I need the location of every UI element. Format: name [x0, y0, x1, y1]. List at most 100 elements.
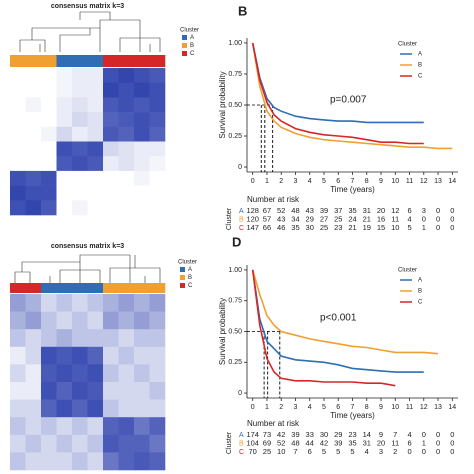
- risk-count: 0: [422, 214, 426, 223]
- legend-label: B: [418, 289, 422, 295]
- heatmap-cell: [25, 452, 42, 471]
- risk-count: 0: [450, 223, 454, 232]
- heatmap-cell: [25, 170, 42, 186]
- heatmap-cell: [25, 156, 42, 172]
- heatmap-cell: [56, 112, 73, 128]
- heatmap-cell: [103, 185, 119, 201]
- heatmap-cell: [25, 112, 42, 128]
- risk-count: 0: [436, 430, 440, 439]
- risk-count: 1: [422, 223, 426, 232]
- heatmap-cell: [103, 156, 119, 172]
- risk-count: 23: [334, 223, 342, 232]
- risk-count: 48: [291, 206, 299, 215]
- x-tick-label: 5: [322, 178, 326, 185]
- risk-count: 46: [277, 223, 285, 232]
- heatmap-cell: [134, 452, 150, 471]
- risk-count: 9: [379, 430, 383, 439]
- heatmap-cell: [149, 364, 166, 383]
- x-tick-label: 8: [365, 178, 369, 185]
- heatmap-cell: [87, 126, 104, 142]
- heatmap-cell: [149, 170, 166, 186]
- heatmap-cell: [25, 82, 42, 98]
- heatmap-cell: [41, 452, 57, 471]
- risk-count: 2: [393, 447, 397, 456]
- heatmap-cell: [56, 126, 73, 142]
- heatmap-cell: [10, 126, 26, 142]
- heatmap-cell: [25, 346, 42, 365]
- legend-swatch: [180, 283, 185, 288]
- risk-count: 70: [249, 447, 257, 456]
- x-tick-label: 13: [434, 178, 442, 185]
- legend-swatch: [182, 35, 187, 40]
- heatmap-cell: [103, 294, 119, 312]
- heatmap-cell: [134, 156, 150, 172]
- risk-count: 0: [450, 438, 454, 447]
- x-tick-label: 14: [448, 178, 456, 185]
- p-value: p<0.001: [320, 313, 357, 324]
- heatmap-cell: [72, 82, 88, 98]
- cluster-bar: [103, 283, 119, 293]
- legend-swatch: [180, 267, 185, 272]
- panel-label: D: [232, 234, 241, 249]
- risk-count: 6: [308, 447, 312, 456]
- cluster-bar: [41, 283, 57, 293]
- legend-title: Cluster: [178, 260, 197, 266]
- heatmap-cell: [72, 141, 88, 157]
- heatmap-cell: [103, 112, 119, 128]
- risk-count: 128: [246, 206, 259, 215]
- heatmap-cell: [72, 382, 88, 400]
- legend-label: B: [188, 275, 192, 281]
- risk-count: 10: [391, 223, 399, 232]
- heatmap-cell: [149, 126, 166, 142]
- heatmap-cell: [87, 82, 104, 98]
- heatmap-cell: [41, 156, 57, 172]
- y-tick-label: 0.25: [228, 133, 242, 140]
- risk-count: 7: [393, 430, 397, 439]
- x-tick-label: 0: [251, 404, 255, 411]
- heatmap-cell: [103, 364, 119, 383]
- legend-label: A: [418, 278, 422, 284]
- legend-label: B: [418, 63, 422, 69]
- heatmap-cell: [118, 112, 135, 128]
- heatmap-cell: [41, 68, 57, 83]
- legend-label: A: [190, 35, 194, 41]
- cluster-bar: [56, 283, 73, 293]
- x-tick-label: 6: [336, 178, 340, 185]
- heatmap-cell: [118, 294, 135, 312]
- heatmap-cell: [10, 170, 26, 186]
- heatmap-cell: [103, 434, 119, 453]
- x-tick-label: 11: [406, 178, 413, 185]
- risk-count: 11: [391, 438, 399, 447]
- heatmap-cell: [41, 170, 57, 186]
- heatmap-cell: [103, 170, 119, 186]
- heatmap-cell: [87, 141, 104, 157]
- p-value: p=0.007: [330, 95, 367, 106]
- risk-count: 25: [263, 447, 271, 456]
- risk-count: 52: [277, 438, 285, 447]
- risk-count: 20: [377, 438, 385, 447]
- survival-curve: [251, 269, 424, 373]
- heatmap-cell: [134, 329, 150, 348]
- risk-y-label: Cluster: [226, 207, 233, 230]
- heatmap-cell: [56, 170, 73, 186]
- risk-count: 39: [291, 430, 299, 439]
- cluster-bar: [118, 55, 135, 67]
- heatmap-cell: [134, 97, 150, 113]
- heatmap-cell: [72, 68, 88, 83]
- heatmap-cell: [56, 141, 73, 157]
- x-tick-label: 3: [294, 178, 298, 185]
- legend-title: Cluster: [180, 28, 199, 34]
- heatmap-cell: [10, 399, 26, 418]
- heatmap-cell: [149, 417, 166, 436]
- heatmap-cell: [72, 126, 88, 142]
- heatmap-cell: [10, 382, 26, 400]
- heatmap-cell: [103, 141, 119, 157]
- heatmap-cell: [25, 329, 42, 348]
- heatmap-cell: [41, 434, 57, 453]
- x-tick-label: 1: [265, 404, 269, 411]
- heatmap-cell: [103, 82, 119, 98]
- heatmap-cell: [118, 170, 135, 186]
- dendrogram-bottom: [14, 254, 161, 283]
- x-tick-label: 12: [420, 404, 428, 411]
- heatmap-cell: [149, 68, 166, 83]
